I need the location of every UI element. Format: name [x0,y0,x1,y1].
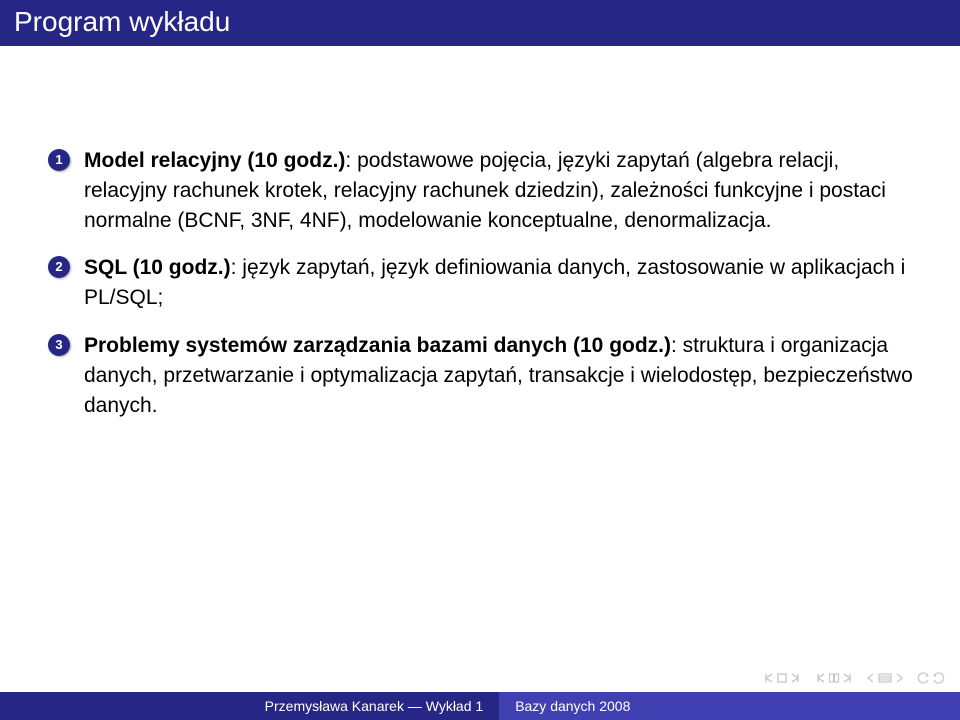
item-lead: SQL (10 godz.) [84,256,231,279]
beamer-nav [762,672,946,684]
nav-section-icon[interactable] [776,672,788,684]
item-lead: Model relacyjny (10 godz.) [84,149,345,172]
nav-prev-section-icon[interactable] [762,672,774,684]
nav-prev-subsection-icon[interactable] [814,672,826,684]
list-item: 1 Model relacyjny (10 godz.): podstawowe… [48,146,920,235]
slide-footer: Przemysława Kanarek — Wykład 1 Bazy dany… [0,692,960,720]
list-item: 3 Problemy systemów zarządzania bazami d… [48,331,920,420]
footer-author: Przemysława Kanarek — Wykład 1 [0,692,499,720]
item-number-badge: 1 [48,149,70,171]
nav-subsection-group [814,672,854,684]
nav-subsection-icon[interactable] [828,672,840,684]
footer-title: Bazy danych 2008 [499,692,960,720]
slide-title: Program wykładu [14,6,230,37]
list-item: 2 SQL (10 godz.): język zapytań, język d… [48,253,920,313]
nav-back-icon[interactable] [916,672,930,684]
nav-next-section-icon[interactable] [790,672,802,684]
nav-section-group [762,672,802,684]
nav-frame-group [866,673,904,683]
nav-prev-frame-icon[interactable] [866,673,876,683]
nav-frame-icon[interactable] [878,673,892,683]
item-number-badge: 3 [48,334,70,356]
nav-back-forward-group [916,672,946,684]
slide-content: 1 Model relacyjny (10 godz.): podstawowe… [0,46,960,421]
nav-forward-icon[interactable] [932,672,946,684]
nav-next-subsection-icon[interactable] [842,672,854,684]
slide-header: Program wykładu [0,0,960,46]
outline-list: 1 Model relacyjny (10 godz.): podstawowe… [48,146,920,421]
item-number-badge: 2 [48,256,70,278]
nav-next-frame-icon[interactable] [894,673,904,683]
item-lead: Problemy systemów zarządzania bazami dan… [84,334,671,357]
